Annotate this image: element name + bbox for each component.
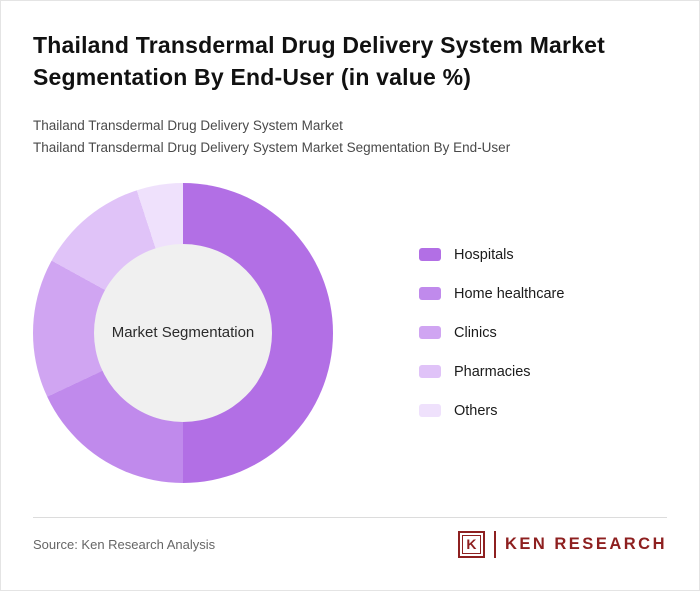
logo-separator: [493, 530, 496, 558]
logo-k-icon: K: [457, 530, 485, 558]
legend-item: Others: [419, 403, 564, 419]
legend-item: Hospitals: [419, 247, 564, 263]
legend-item: Pharmacies: [419, 364, 564, 380]
chart-area: Market Segmentation Hospitals Home healt…: [33, 182, 667, 483]
legend-label: Pharmacies: [454, 363, 531, 380]
ken-research-logo: K KEN RESEARCH: [457, 530, 667, 558]
legend-label: Others: [454, 402, 498, 419]
subtitle-line-1: Thailand Transdermal Drug Delivery Syste…: [33, 118, 343, 134]
chart-legend: Hospitals Home healthcare Clinics Pharma…: [419, 247, 564, 419]
page-title: Thailand Transdermal Drug Delivery Syste…: [33, 32, 606, 91]
subtitle-line-2: Thailand Transdermal Drug Delivery Syste…: [33, 139, 511, 155]
legend-label: Home healthcare: [454, 285, 565, 302]
legend-swatch-clinics: [419, 326, 441, 340]
legend-label: Hospitals: [454, 246, 514, 263]
footer-divider: [33, 516, 667, 518]
logo-wordmark: KEN RESEARCH: [504, 534, 667, 553]
donut-chart: Market Segmentation: [33, 182, 333, 483]
subtitle-block: Thailand Transdermal Drug Delivery Syste…: [33, 115, 667, 158]
legend-swatch-home-healthcare: [419, 287, 441, 301]
donut-center-label: Market Segmentation: [94, 243, 272, 422]
legend-swatch-hospitals: [419, 248, 441, 262]
footer: Source: Ken Research Analysis K KEN RESE…: [33, 530, 667, 558]
legend-label: Clinics: [454, 324, 497, 341]
legend-swatch-others: [419, 404, 441, 418]
legend-item: Home healthcare: [419, 286, 564, 302]
legend-swatch-pharmacies: [419, 365, 441, 379]
legend-item: Clinics: [419, 325, 564, 341]
source-text: Source: Ken Research Analysis: [33, 536, 216, 552]
